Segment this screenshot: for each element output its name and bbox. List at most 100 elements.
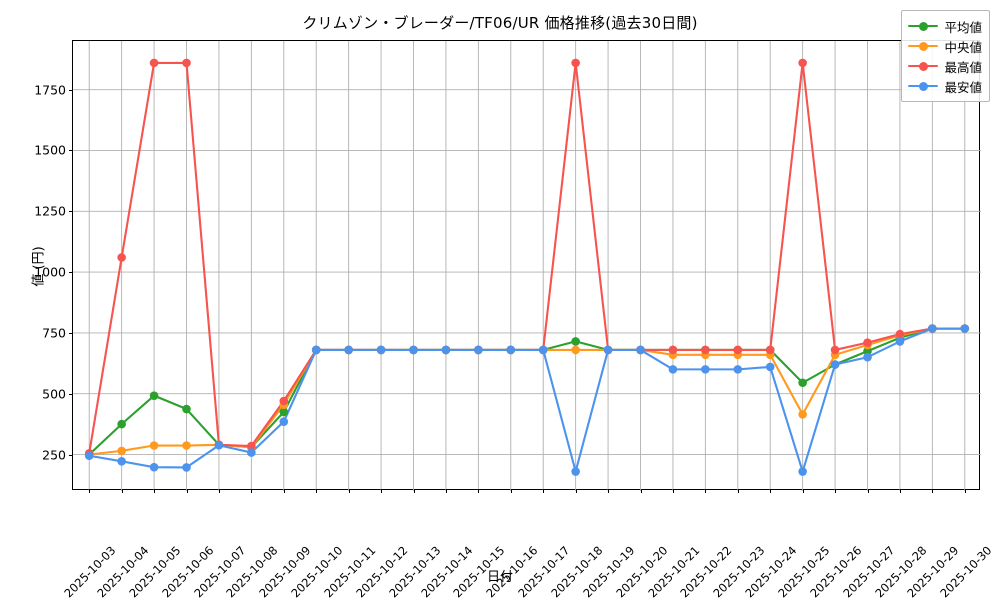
y-axis-tick (69, 332, 73, 334)
data-point-marker (765, 345, 775, 355)
y-axis-tick (69, 454, 73, 456)
x-axis-tick (154, 489, 156, 493)
data-point-marker (830, 345, 840, 355)
data-point-marker (214, 440, 224, 450)
data-point-marker (571, 337, 580, 346)
data-point-marker (538, 345, 548, 355)
data-point-marker (182, 404, 191, 414)
data-point-marker (441, 345, 451, 355)
x-axis-tick (121, 489, 123, 493)
data-point-marker (928, 324, 937, 333)
data-point-marker (798, 467, 807, 476)
x-axis-tick (283, 489, 285, 493)
legend-item-label: 最高値 (944, 59, 982, 75)
data-point-marker (182, 58, 191, 68)
x-axis-tick (770, 489, 772, 493)
data-point-marker (117, 253, 126, 262)
y-axis-tick (69, 211, 73, 213)
data-point-marker (636, 345, 645, 355)
data-point-marker (279, 417, 289, 426)
x-axis-label: 日付 (486, 570, 513, 585)
data-point-marker (182, 441, 191, 450)
x-axis-tick (737, 489, 739, 493)
data-point-marker (765, 362, 775, 372)
legend-swatch-icon (908, 40, 939, 52)
x-axis-tick (381, 489, 383, 493)
legend-item-label: 最安値 (944, 79, 982, 95)
data-point-marker (733, 365, 743, 374)
legend-item[interactable]: 最安値 (908, 76, 982, 96)
legend-item-label: 平均値 (944, 19, 982, 35)
legend-swatch-icon (908, 60, 939, 72)
x-axis-tick (705, 489, 707, 493)
data-point-marker (344, 345, 353, 355)
data-point-marker (798, 58, 807, 68)
data-point-marker (149, 58, 159, 68)
x-axis-tick (867, 489, 869, 493)
y-axis-tick-label: 500 (42, 386, 66, 402)
series-line (88, 327, 966, 473)
x-axis-tick (964, 489, 966, 493)
x-axis-tick (316, 489, 318, 493)
series-line (88, 61, 966, 455)
data-point-marker (733, 345, 743, 355)
data-point-marker (376, 345, 386, 355)
x-axis-tick (802, 489, 804, 493)
y-axis-tick (69, 393, 73, 395)
data-point-marker (960, 324, 970, 333)
data-point-marker (863, 338, 872, 347)
legend-item[interactable]: 中央値 (908, 36, 982, 56)
y-axis-tick-label: 1000 (34, 264, 66, 280)
data-point-marker (84, 451, 94, 461)
data-point-marker (311, 345, 321, 355)
x-axis-tick (478, 489, 480, 493)
legend-item[interactable]: 最高値 (908, 56, 982, 76)
x-axis-tick (543, 489, 545, 493)
data-point-marker (149, 441, 159, 450)
data-point-marker (571, 58, 580, 68)
data-point-marker (506, 345, 516, 355)
data-point-marker (117, 457, 126, 466)
x-axis-tick (575, 489, 577, 493)
x-axis-tick (348, 489, 350, 493)
x-axis-tick (932, 489, 934, 493)
data-point-marker (117, 419, 126, 429)
data-point-marker (895, 337, 905, 346)
y-axis-tick (69, 89, 73, 91)
y-axis-tick-label: 250 (42, 447, 66, 462)
x-axis-tick (251, 489, 253, 493)
x-axis-tick (413, 489, 415, 493)
data-point-marker (117, 446, 126, 456)
y-axis-tick-label: 1500 (34, 142, 66, 158)
legend-item[interactable]: 平均値 (908, 16, 982, 36)
x-axis-tick (835, 489, 837, 493)
data-point-marker (895, 329, 905, 339)
y-axis-tick (69, 150, 73, 152)
data-point-marker (279, 396, 289, 406)
data-point-marker (247, 448, 256, 457)
x-axis-tick (510, 489, 512, 493)
legend: 平均値 中央値最高値最安値 (901, 10, 990, 102)
data-point-marker (571, 467, 580, 476)
y-axis-tick-label: 1750 (34, 82, 66, 98)
legend-swatch-icon (908, 80, 939, 92)
chart-title: クリムゾン・ブレーダー/TF06/UR 価格推移(過去30日間) (302, 14, 698, 32)
data-point-marker (474, 345, 483, 355)
y-axis-tick (69, 272, 73, 274)
data-point-marker (603, 345, 613, 355)
data-point-marker (798, 410, 807, 419)
x-axis-tick (640, 489, 642, 493)
plot-area: 値 (円) 2025-10-03 2025-10-04 2025-10-05 2025… (32, 40, 994, 600)
data-point-marker (149, 462, 159, 472)
x-axis-tick (445, 489, 447, 493)
legend-swatch-icon (908, 20, 939, 32)
data-point-marker (863, 352, 872, 362)
data-point-marker (668, 345, 678, 355)
data-point-marker (247, 441, 256, 451)
data-point-marker (571, 345, 580, 355)
x-axis-tick (218, 489, 220, 493)
series-layer (84, 58, 970, 476)
x-axis-tick (672, 489, 674, 493)
data-point-marker (701, 365, 710, 374)
